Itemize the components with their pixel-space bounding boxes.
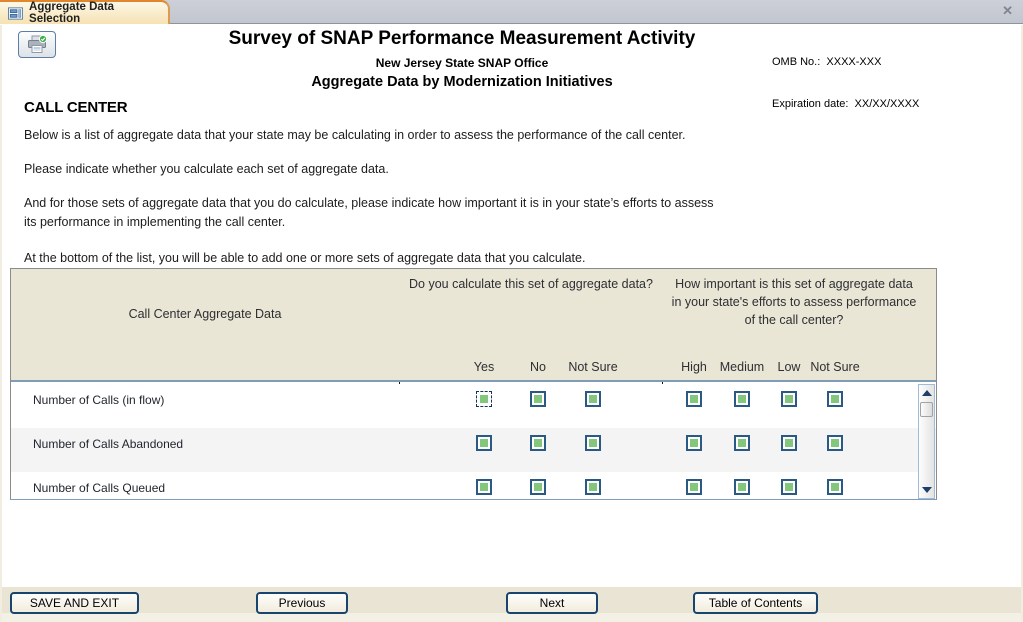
instruction-paragraph-4: At the bottom of the list, you will be a… xyxy=(24,251,586,265)
checkbox-high[interactable] xyxy=(686,435,702,451)
form-icon xyxy=(8,6,24,20)
checkbox-fill xyxy=(738,483,746,491)
omb-number: OMB No.: XXXX-XXX xyxy=(772,56,882,68)
vertical-scrollbar[interactable] xyxy=(918,384,935,499)
importance-option-label: Not Sure xyxy=(810,360,860,374)
survey-form: Survey of SNAP Performance Measurement A… xyxy=(0,25,1023,622)
tab-aggregate-data-selection[interactable]: Aggregate Data Selection xyxy=(0,0,170,25)
close-icon[interactable]: ✕ xyxy=(1002,3,1013,18)
checkbox-fill xyxy=(534,395,542,403)
calc-option-label: No xyxy=(530,360,546,374)
importance-option-label: Medium xyxy=(719,360,765,374)
calc-option-label: Not Sure xyxy=(568,360,618,374)
checkbox-fill xyxy=(589,483,597,491)
checkbox-importance-not-sure[interactable] xyxy=(827,391,843,407)
table-row: Number of Calls (in flow) xyxy=(11,384,936,428)
checkbox-medium[interactable] xyxy=(734,391,750,407)
checkbox-high[interactable] xyxy=(686,479,702,495)
checkbox-fill xyxy=(690,395,698,403)
checkbox-importance-not-sure[interactable] xyxy=(827,435,843,451)
form-titles: Survey of SNAP Performance Measurement A… xyxy=(152,25,772,90)
importance-option-label: Low xyxy=(777,360,801,374)
checkbox-fill xyxy=(831,395,839,403)
checkbox-not-sure[interactable] xyxy=(585,479,601,495)
instruction-paragraph-1: Below is a list of aggregate data that y… xyxy=(24,128,686,142)
column-header-importance: How important is this set of aggregate d… xyxy=(671,277,917,327)
checkbox-not-sure[interactable] xyxy=(585,391,601,407)
row-label: Number of Calls Abandoned xyxy=(33,437,184,451)
section-heading: CALL CENTER xyxy=(24,99,128,116)
table-header: Call Center Aggregate Data Do you calcul… xyxy=(11,269,936,382)
omb-expiration: Expiration date: XX/XX/XXXX xyxy=(772,98,920,110)
checkbox-fill xyxy=(480,395,488,403)
checkbox-not-sure[interactable] xyxy=(585,435,601,451)
checkbox-yes[interactable] xyxy=(476,435,492,451)
checkbox-high[interactable] xyxy=(686,391,702,407)
instruction-paragraph-2: Please indicate whether you calculate ea… xyxy=(24,162,389,176)
page-title: Survey of SNAP Performance Measurement A… xyxy=(228,28,696,49)
checkbox-fill xyxy=(690,483,698,491)
instruction-paragraph-3-line1: And for those sets of aggregate data tha… xyxy=(24,196,714,210)
instruction-paragraph-3-line2: its performance in implementing the call… xyxy=(24,215,286,229)
calc-option-label: Yes xyxy=(473,360,495,374)
checkbox-low[interactable] xyxy=(781,435,797,451)
checkbox-fill xyxy=(690,439,698,447)
checkbox-fill xyxy=(534,483,542,491)
tab-label: Aggregate Data Selection xyxy=(29,1,115,25)
footer-strip xyxy=(2,613,1021,622)
checkbox-medium[interactable] xyxy=(734,435,750,451)
checkbox-fill xyxy=(738,395,746,403)
checkbox-fill xyxy=(534,439,542,447)
page-subtitle: Aggregate Data by Modernization Initiati… xyxy=(311,74,613,90)
checkbox-fill xyxy=(831,483,839,491)
checkbox-fill xyxy=(785,483,793,491)
scroll-up-icon[interactable] xyxy=(921,390,932,396)
checkbox-low[interactable] xyxy=(781,479,797,495)
table-row: Number of Calls Queued xyxy=(11,472,936,499)
checkbox-fill xyxy=(738,439,746,447)
table-row: Number of Calls Abandoned xyxy=(11,428,936,472)
checkbox-fill xyxy=(480,439,488,447)
checkbox-fill xyxy=(589,395,597,403)
checkbox-low[interactable] xyxy=(781,391,797,407)
column-header-aggregate-data: Call Center Aggregate Data xyxy=(128,307,282,321)
checkbox-fill xyxy=(785,439,793,447)
checkbox-no[interactable] xyxy=(530,435,546,451)
table-body: Number of Calls (in flow) Number of Calls… xyxy=(11,384,936,499)
previous-button[interactable]: Previous xyxy=(256,592,348,614)
omb-block: OMB No.: XXXX-XXX Expiration date: XX/XX… xyxy=(772,27,919,139)
state-office-subtitle: New Jersey State SNAP Office xyxy=(375,56,549,70)
table-of-contents-button[interactable]: Table of Contents xyxy=(693,592,818,614)
printer-icon xyxy=(28,34,48,53)
save-and-exit-button[interactable]: SAVE AND EXIT xyxy=(10,592,139,614)
checkbox-yes[interactable] xyxy=(476,391,492,407)
checkbox-no[interactable] xyxy=(530,391,546,407)
row-label: Number of Calls Queued xyxy=(33,481,166,495)
column-header-calculate: Do you calculate this set of aggregate d… xyxy=(409,277,653,291)
scroll-down-icon[interactable] xyxy=(921,487,932,493)
checkbox-fill xyxy=(589,439,597,447)
print-button[interactable] xyxy=(18,31,56,58)
checkbox-fill xyxy=(831,439,839,447)
checkbox-importance-not-sure[interactable] xyxy=(827,479,843,495)
checkbox-yes[interactable] xyxy=(476,479,492,495)
tab-bar: Aggregate Data Selection ✕ xyxy=(0,0,1023,25)
row-label: Number of Calls (in flow) xyxy=(33,393,165,407)
checkbox-no[interactable] xyxy=(530,479,546,495)
checkbox-medium[interactable] xyxy=(734,479,750,495)
checkbox-fill xyxy=(785,395,793,403)
instruction-paragraph-3: And for those sets of aggregate data tha… xyxy=(24,194,714,232)
importance-option-label: High xyxy=(681,360,707,374)
aggregate-data-table: Call Center Aggregate Data Do you calcul… xyxy=(10,268,937,500)
scrollbar-thumb[interactable] xyxy=(920,402,933,417)
checkbox-fill xyxy=(480,483,488,491)
next-button[interactable]: Next xyxy=(506,592,598,614)
